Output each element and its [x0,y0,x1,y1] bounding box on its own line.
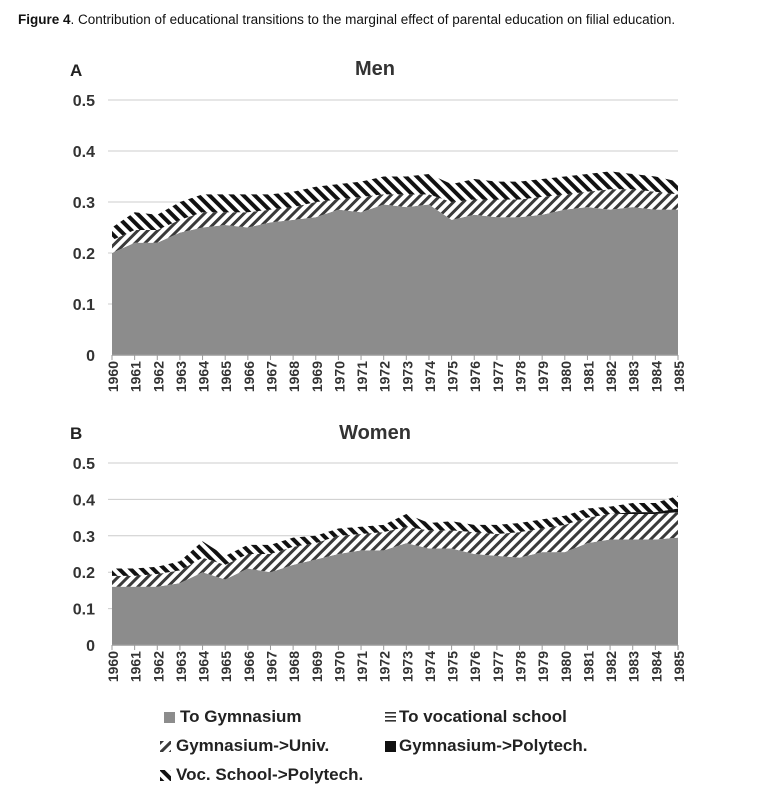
men-x-tick-label: 1974 [422,361,438,392]
men-x-tick-label: 1976 [467,361,483,392]
men-x-tick-label: 1977 [490,361,506,392]
women-y-tick-label: 0.5 [73,456,95,473]
men-x-tick-label: 1971 [354,361,370,392]
legend-label-voc-school-polytech: Voc. School->Polytech. [176,765,364,784]
women-x-tick-label: 1960 [105,651,121,682]
men-panel-letter: A [70,61,82,80]
women-x-tick-label: 1975 [445,651,461,682]
legend-item-to-gymnasium: To Gymnasium [180,707,302,727]
women-x-tick-label: 1977 [490,651,506,682]
figure-caption: Figure 4. Contribution of educational tr… [18,12,675,27]
women-area-gymnasium-univ [112,512,678,587]
men-x-tick-label: 1982 [603,361,619,392]
women-y-tick-label: 0.2 [73,565,95,582]
men-area-voc-school-polytech [112,171,678,241]
men-x-tick-label: 1985 [671,361,687,392]
men-x-tick-label: 1972 [377,361,393,392]
women-x-tick-label: 1968 [286,651,302,682]
legend-item-gymnasium-polytech: Gymnasium->Polytech. [399,736,587,756]
men-y-tick-label: 0.3 [73,195,95,212]
men-x-tick-label: 1983 [626,361,642,392]
men-x-tick-label: 1978 [513,361,529,392]
women-x-tick-label: 1970 [331,651,347,682]
men-y-tick-label: 0 [86,348,95,365]
women-x-tick-label: 1982 [603,651,619,682]
women-x-tick-label: 1961 [128,651,144,682]
women-x-tick-label: 1972 [377,651,393,682]
women-x-tick-label: 1964 [196,651,212,682]
women-panel-letter: B [70,424,82,443]
men-y-tick-label: 0.1 [73,297,95,314]
women-x-tick-label: 1980 [558,651,574,682]
women-x-tick-label: 1971 [354,651,370,682]
women-y-tick-label: 0 [86,638,95,655]
women-x-tick-label: 1963 [173,651,189,682]
men-x-tick-label: 1979 [535,361,551,392]
men-x-tick-label: 1967 [263,361,279,392]
men-x-tick-label: 1975 [445,361,461,392]
women-x-tick-label: 1981 [580,651,596,682]
legend-swatch-to-gymnasium [164,712,175,723]
legend-label-to-gymnasium: To Gymnasium [180,707,302,726]
women-x-tick-label: 1973 [399,651,415,682]
caption-text: . Contribution of educational transition… [70,12,676,27]
women-x-tick-label: 1967 [263,651,279,682]
women-panel: B Women 0 0.1 0.2 0.3 0.4 0.5 1960 1961 1962 1963 19… [70,422,687,682]
men-x-tick-label: 1962 [150,361,166,392]
women-x-tick-label: 1978 [513,651,529,682]
men-x-tick-label: 1965 [218,361,234,392]
women-y-tick-label: 0.3 [73,529,95,546]
men-x-tick-label: 1960 [105,361,121,392]
men-y-tick-label: 0.5 [73,93,95,110]
women-area-voc-school-polytech [112,495,678,576]
men-area-to-gymnasium [112,204,678,355]
legend-item-gymnasium-univ: Gymnasium->Univ. [176,736,329,756]
men-x-tick-label: 1961 [128,361,144,392]
women-x-tick-label: 1969 [309,651,325,682]
men-x-tick-label: 1964 [196,361,212,392]
women-x-tick-label: 1976 [467,651,483,682]
legend-swatch-voc-school-polytech [160,770,171,781]
legend-label-gymnasium-polytech: Gymnasium->Polytech. [399,736,588,755]
men-x-tick-label: 1969 [309,361,325,392]
men-x-tick-label: 1968 [286,361,302,392]
men-x-tick-label: 1966 [241,361,257,392]
legend-swatch-to-vocational-school [385,712,396,723]
men-x-tick-label: 1984 [648,361,664,392]
women-y-tick-label: 0.1 [73,602,95,619]
figure-label: Figure 4 [18,12,71,27]
women-x-tick-label: 1974 [422,651,438,682]
legend-icons [160,712,396,781]
men-panel: A Men 0 0.1 0.2 0.3 0.4 0.5 1960 1961 1962 1963 1964… [70,58,687,392]
men-y-tick-label: 0.2 [73,246,95,263]
legend-item-voc-school-polytech: Voc. School->Polytech. [176,765,363,785]
women-chart-title: Women [339,422,411,444]
women-x-tick-label: 1985 [671,651,687,682]
men-y-tick-label: 0.4 [73,144,95,161]
women-x-tick-label: 1979 [535,651,551,682]
women-x-tick-label: 1984 [648,651,664,682]
women-y-tick-label: 0.4 [73,492,95,509]
legend-swatch-gymnasium-polytech [385,741,396,752]
legend-swatch-gymnasium-univ [160,741,171,752]
legend-label-to-vocational-school: To vocational school [399,707,567,726]
men-x-tick-label: 1963 [173,361,189,392]
men-x-tick-label: 1980 [558,361,574,392]
women-area-to-gymnasium [112,537,678,645]
women-x-tick-label: 1962 [150,651,166,682]
women-x-tick-label: 1965 [218,651,234,682]
men-x-tick-label: 1973 [399,361,415,392]
legend-item-to-vocational-school: To vocational school [399,707,567,727]
legend-label-gymnasium-univ: Gymnasium->Univ. [176,736,330,755]
women-x-tick-label: 1966 [241,651,257,682]
men-chart-title: Men [355,58,395,80]
men-area-gymnasium-univ [112,189,678,253]
women-x-tick-label: 1983 [626,651,642,682]
men-x-tick-label: 1981 [580,361,596,392]
men-x-tick-label: 1970 [331,361,347,392]
